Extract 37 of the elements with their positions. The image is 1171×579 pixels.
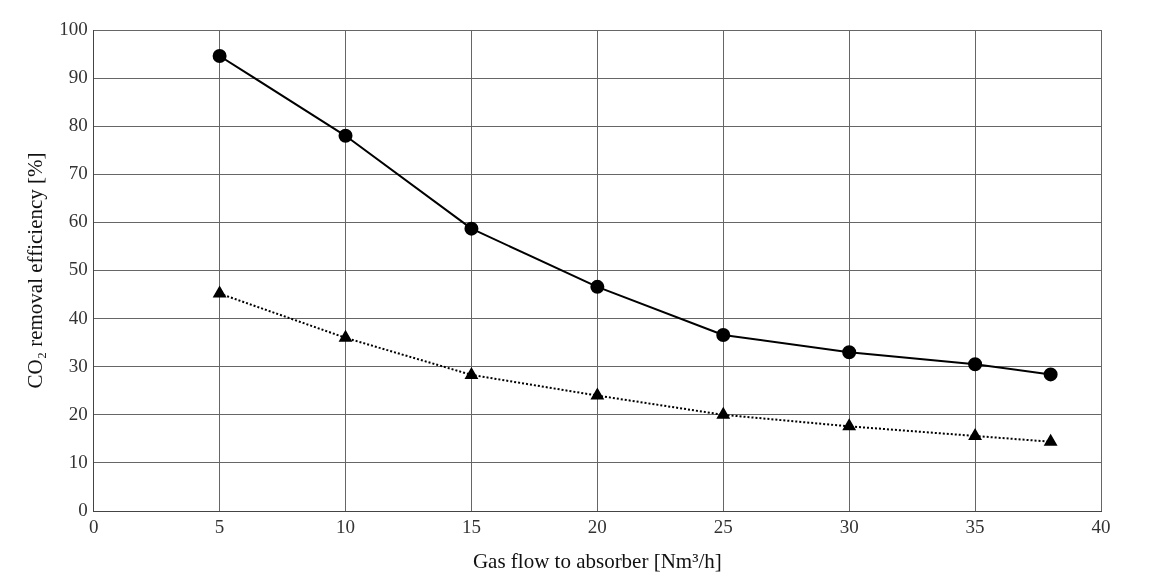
y-tick-label: 30 <box>68 354 88 376</box>
x-tick-label: 25 <box>713 516 733 538</box>
x-axis-title: Gas flow to absorber [Nm³/h] <box>472 548 722 573</box>
point <box>590 279 605 294</box>
y-tick-label: 50 <box>68 258 88 280</box>
point <box>1044 434 1057 446</box>
y-tick-label: 0 <box>78 498 88 520</box>
y-tick-label: 70 <box>68 162 88 184</box>
point <box>1043 367 1058 382</box>
y-tick-label: 100 <box>59 17 88 39</box>
point <box>591 388 604 400</box>
x-tick-label: 35 <box>965 516 985 538</box>
y-tick-label: 10 <box>68 450 88 472</box>
y-tick-label: 80 <box>68 114 88 136</box>
point <box>842 345 857 360</box>
point <box>464 221 479 236</box>
y-tick-label: 40 <box>68 306 88 328</box>
y-tick-label: 90 <box>68 66 88 88</box>
x-tick-label: 10 <box>336 516 356 538</box>
x-tick-label: 15 <box>461 516 481 538</box>
y-axis-title: CO₂ removal efficiency [%] <box>23 152 48 389</box>
x-tick-label: 30 <box>839 516 859 538</box>
point <box>213 286 226 298</box>
point <box>842 419 856 431</box>
point <box>968 428 982 440</box>
y-tick-label: 60 <box>68 210 88 232</box>
x-tick-label: 5 <box>214 516 225 538</box>
point <box>717 407 730 419</box>
x-tick-label: 20 <box>587 516 607 538</box>
point <box>212 48 227 63</box>
y-tick-label: 20 <box>68 402 88 424</box>
x-tick-label: 40 <box>1091 516 1111 538</box>
point <box>338 128 353 143</box>
point <box>968 357 983 372</box>
point <box>716 327 731 342</box>
point <box>465 367 478 379</box>
point <box>339 330 352 342</box>
